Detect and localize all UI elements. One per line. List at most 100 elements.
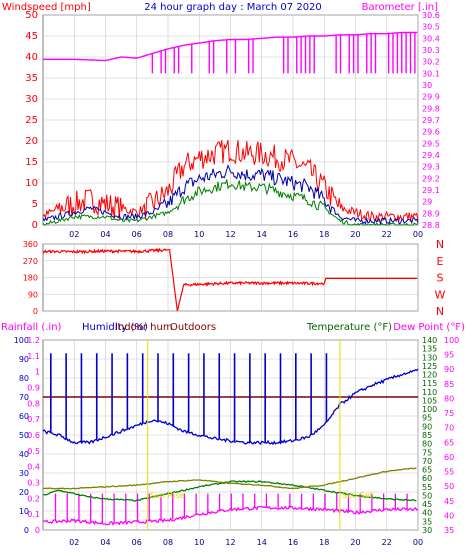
compass-tick-label: N: [436, 238, 444, 251]
temperature-tick-label: 90: [422, 422, 432, 431]
direction-chart-grid: [43, 243, 419, 312]
wind-barometer-chart: 02 04 06 08 10 12 14 16 18 20 22 00 0 5 10 15 20 25 30 35 4…: [2, 2, 440, 239]
dewpoint-axis-ticks: 35 40 45 50 55 60 65 70 75 80 85 90 95 100: [444, 336, 459, 535]
barometer-tick-label: 29.4: [422, 151, 440, 160]
degrees-tick-label: 360: [23, 240, 38, 249]
dewpoint-header: Dew Point (°F): [393, 322, 465, 333]
average-line: [42, 164, 419, 226]
x-tick-label: 06: [132, 230, 142, 239]
humidity-tick-label: 80: [19, 374, 29, 383]
humidity-tick-label: 60: [19, 412, 29, 421]
x-tick-label: 06: [132, 538, 142, 547]
dewpoint-tick-label: 75: [444, 409, 454, 418]
barometer-tick-label: 29.2: [422, 174, 440, 183]
barometer-line: [43, 31, 418, 62]
x-tick-label: 18: [319, 538, 329, 547]
x-tick-label: 20: [350, 538, 360, 547]
x-tick-label: 14: [257, 538, 267, 547]
barometer-tick-label: 30.3: [422, 46, 440, 55]
dewpoint-tick-label: 50: [444, 482, 454, 491]
humidity-tick-label: 90: [19, 355, 29, 364]
windspeed-tick-label: 35: [25, 73, 38, 84]
x-tick-label: 10: [194, 538, 204, 547]
chart-title: 24 hour graph day : March 07 2020: [144, 2, 322, 13]
temperature-tick-label: 50: [422, 491, 432, 500]
wind-chart-x-ticks: 02 04 06 08 10 12 14 16 18 20 22 00: [69, 230, 423, 239]
rainfall-axis-ticks: 0 0.1 0.2 0.3 0.4 0.5 0.6 0.7 0.8 0.9 1 1.1 1.2: [27, 336, 40, 535]
wind-direction-line: [42, 247, 418, 312]
temperature-tick-label: 115: [422, 379, 437, 388]
sun-annotation-label: Sun Set: [342, 491, 373, 500]
x-tick-label: 00: [413, 538, 423, 547]
gust-line: [42, 139, 419, 222]
barometer-axis-ticks: 28.8 28.9 29 29.1 29.2 29.3 29.4 29.5 29.6 29.7 29…: [422, 11, 440, 230]
rainfall-line: [42, 505, 418, 526]
windspeed-tick-label: 15: [25, 157, 38, 168]
x-tick-label: 18: [319, 230, 329, 239]
windspeed-axis-ticks: 0 5 10 15 20 25 30 35 40 45 50: [25, 10, 38, 231]
degrees-tick-label: 0: [33, 307, 38, 316]
temperature-tick-label: 65: [422, 466, 432, 475]
dewpoint-tick-label: 70: [444, 424, 454, 433]
temperature-tick-label: 45: [422, 500, 432, 509]
barometer-tick-label: 30.6: [422, 11, 440, 20]
barometer-tick-label: 28.8: [422, 221, 440, 230]
rainfall-tick-label: 0.6: [27, 431, 40, 440]
temperature-line: [42, 467, 417, 490]
barometer-axis-label: Barometer [.in]: [362, 2, 438, 13]
dewpoint-tick-label: 90: [444, 365, 454, 374]
climate-chart: 02 04 06 08 10 12 14 16 18 20 22 00 00.10.20.30.40.…: [1, 322, 465, 547]
degrees-tick-label: 90: [28, 290, 38, 299]
barometer-tick-label: 30: [422, 81, 432, 90]
compass-tick-label: E: [437, 255, 444, 268]
compass-tick-label: N: [436, 305, 444, 318]
barometer-tick-label: 28.9: [422, 209, 440, 218]
temperature-tick-label: 140: [422, 336, 437, 345]
x-tick-label: 12: [225, 538, 235, 547]
humidity-header: Humidity (%): [82, 322, 148, 333]
x-tick-label: 02: [69, 538, 79, 547]
dewpoint-tick-label: 85: [444, 380, 454, 389]
degrees-tick-label: 180: [23, 274, 38, 283]
humidity-tick-label: 30: [19, 469, 29, 478]
barometer-tick-label: 30.4: [422, 34, 440, 43]
humidity-axis-ticks: 0 10 20 30 40 50 60 70 80 90 100: [14, 336, 29, 535]
degrees-axis-ticks: 0 90 180 270 360: [23, 240, 38, 316]
barometer-tick-label: 29.9: [422, 93, 440, 102]
barometer-tick-label: 29.1: [422, 186, 440, 195]
rainfall-tick-label: 0.9: [27, 384, 40, 393]
temperature-tick-label: 100: [422, 405, 437, 414]
x-tick-label: 04: [100, 230, 110, 239]
x-tick-label: 12: [225, 230, 235, 239]
dewpoint-tick-label: 45: [444, 497, 454, 506]
direction-chart-series: [42, 247, 418, 312]
temperature-tick-label: 30: [422, 526, 432, 535]
rainfall-tick-label: 1: [35, 368, 40, 377]
x-tick-label: 10: [194, 230, 204, 239]
temperature-tick-label: 95: [422, 414, 432, 423]
temperature-tick-label: 40: [422, 509, 432, 518]
humidity-tick-label: 70: [19, 393, 29, 402]
dewpoint-tick-label: 95: [444, 351, 454, 360]
sun-annotations: Sun Rise Sun Set: [147, 340, 373, 530]
windspeed-tick-label: 30: [25, 94, 38, 105]
temperature-tick-label: 125: [422, 362, 437, 371]
humidity-tick-label: 50: [19, 431, 29, 440]
dewpoint-line: [42, 480, 417, 502]
dewpoint-tick-label: 60: [444, 453, 454, 462]
dewpoint-tick-label: 80: [444, 394, 454, 403]
temperature-tick-label: 70: [422, 457, 432, 466]
temperature-axis-ticks: 3035404550556065707580859095100105110115…: [422, 336, 437, 535]
humidity-tick-label: 0: [24, 526, 29, 535]
temperature-header: Temperature (°F): [306, 322, 392, 333]
humidity-tick-label: 100: [14, 336, 29, 345]
sun-annotation-label: Sun Rise: [150, 491, 185, 500]
outdoors-header: Outdoors: [170, 322, 216, 333]
wind-chart-series: [42, 31, 419, 226]
climate-chart-series: [42, 353, 419, 526]
barometer-tick-label: 29.6: [422, 128, 440, 137]
windspeed-tick-label: 25: [25, 115, 38, 126]
rainfall-tick-label: 0.4: [27, 463, 40, 472]
